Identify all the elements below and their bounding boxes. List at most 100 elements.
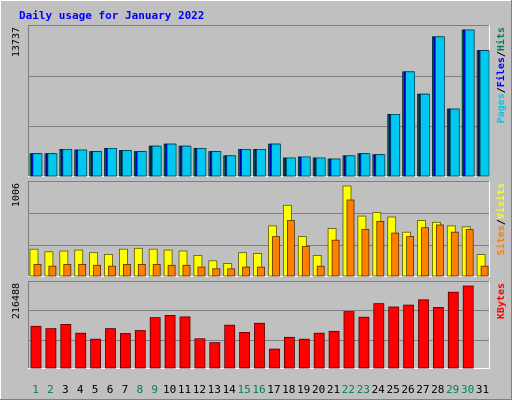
side-legend: KBytes: [496, 283, 507, 319]
bar-kbytes: [209, 342, 221, 369]
x-tick-label: 22: [342, 383, 355, 396]
x-tick-label: 6: [107, 383, 114, 396]
bar-sites: [435, 224, 444, 277]
bar-kbytes: [298, 338, 310, 369]
x-tick-label: 2: [47, 383, 54, 396]
bar-kbytes: [149, 317, 161, 369]
bar-kbytes: [358, 316, 370, 369]
bar-kbytes: [120, 333, 131, 369]
bar-pages: [226, 155, 237, 177]
bar-pages: [151, 145, 162, 177]
x-tick-label: 27: [416, 383, 429, 396]
max-label: 216488: [11, 283, 22, 319]
x-tick-label: 30: [461, 383, 474, 396]
bar-kbytes: [418, 299, 429, 369]
x-tick-label: 18: [282, 383, 295, 396]
bar-pages: [47, 153, 58, 177]
bar-sites: [465, 229, 474, 277]
bar-sites: [212, 268, 221, 277]
bar-pages: [434, 36, 445, 177]
bar-kbytes: [179, 316, 191, 369]
legend-hits: Hits: [495, 27, 507, 51]
x-tick-label: 3: [62, 383, 69, 396]
bar-kbytes: [45, 328, 57, 369]
bar-pages: [330, 158, 341, 177]
x-tick-label: 25: [386, 383, 399, 396]
bar-sites: [78, 263, 87, 277]
x-axis-labels: 1 2 3 4 5 6 7 8 9 10 11 12 13 14 15 16 17 18 19 20 21 22 23 24 2…: [32, 383, 489, 396]
bar-kbytes: [462, 285, 474, 369]
bar-sites: [346, 199, 355, 277]
x-tick-label: 29: [446, 383, 459, 396]
bar-kbytes: [254, 322, 265, 369]
x-tick-label: 23: [357, 383, 370, 396]
chart-title: Daily usage for January 2022: [19, 9, 204, 22]
chart-panels: 13737 Pages/Files/Hits 1006 Sites/Visits 216…: [11, 25, 507, 369]
x-tick-label: 13: [208, 383, 221, 396]
bar-pages: [315, 157, 326, 177]
bar-sites: [450, 231, 459, 277]
bar-pages: [464, 29, 475, 177]
bar-sites: [152, 263, 161, 277]
bar-kbytes: [75, 332, 87, 369]
bar-pages: [136, 151, 147, 177]
bar-sites: [63, 263, 72, 277]
bar-pages: [479, 50, 490, 177]
bar-pages: [122, 150, 132, 177]
bar-kbytes: [388, 306, 400, 369]
x-tick-label: 10: [163, 383, 176, 396]
x-tick-label: 16: [252, 383, 265, 396]
bar-sites: [182, 264, 191, 277]
bar-sites: [361, 229, 370, 277]
bar-kbytes: [403, 304, 415, 369]
bar-sites: [227, 268, 236, 277]
bar-kbytes: [239, 331, 251, 369]
bar-pages: [77, 149, 88, 177]
panel-hits-files-pages: 13737 Pages/Files/Hits: [11, 25, 507, 177]
bar-sites: [406, 236, 415, 277]
bar-kbytes: [447, 291, 459, 369]
bar-sites: [123, 263, 131, 277]
bar-kbytes: [432, 306, 444, 369]
side-legend: Pages/Files/Hits: [495, 27, 507, 123]
x-tick-label: 31: [476, 383, 489, 396]
bar-pages: [360, 153, 371, 177]
x-tick-label: 24: [372, 383, 386, 396]
bar-sites: [197, 266, 206, 277]
x-tick-label: 15: [237, 383, 250, 396]
bar-kbytes: [105, 328, 116, 369]
x-tick-label: 7: [122, 383, 129, 396]
bar-kbytes: [134, 330, 146, 369]
bar-kbytes: [328, 330, 340, 369]
bar-pages: [211, 151, 222, 177]
bar-sites: [272, 236, 280, 277]
bar-kbytes: [194, 338, 206, 369]
bar-kbytes: [269, 348, 280, 369]
x-tick-label: 1: [32, 383, 39, 396]
bar-pages: [285, 157, 296, 177]
bar-sites: [242, 266, 251, 277]
bar-kbytes: [343, 311, 355, 369]
bar-pages: [300, 156, 311, 177]
bar-kbytes: [283, 336, 295, 369]
bar-sites: [33, 263, 42, 277]
x-tick-label: 9: [151, 383, 158, 396]
bar-kbytes: [313, 332, 325, 369]
panel-visits-sites: 1006 Sites/Visits: [11, 181, 507, 277]
bar-sites: [93, 264, 101, 277]
legend-sites: Sites: [495, 225, 507, 255]
bar-sites: [257, 266, 265, 277]
x-tick-label: 11: [178, 383, 191, 396]
bar-sites: [316, 265, 325, 277]
x-tick-label: 5: [92, 383, 99, 396]
bar-kbytes: [224, 324, 236, 369]
panel-kbytes: 216488 KBytes: [11, 281, 507, 369]
bar-pages: [181, 145, 192, 177]
bar-pages: [271, 143, 281, 177]
bar-sites: [391, 232, 400, 277]
bar-sites: [137, 263, 146, 277]
bar-pages: [256, 148, 266, 177]
x-tick-label: 21: [327, 383, 340, 396]
bar-pages: [92, 151, 102, 177]
